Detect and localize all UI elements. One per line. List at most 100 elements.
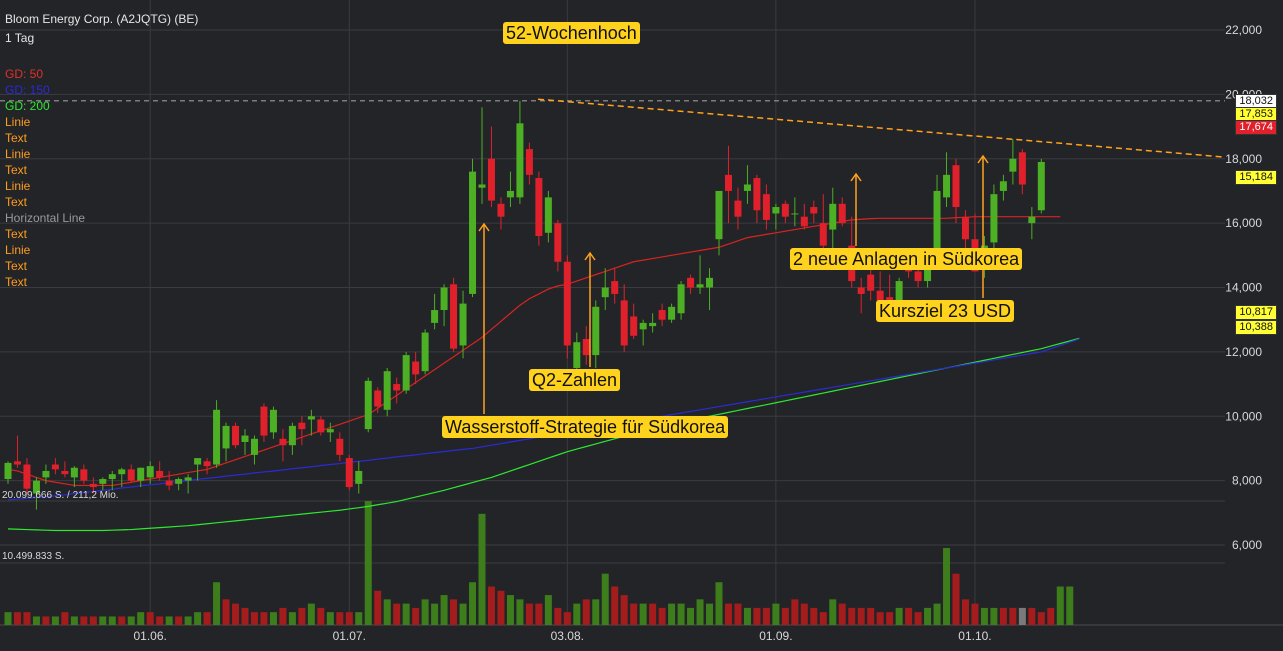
candle-body [51, 464, 59, 470]
sma50-line [7, 216, 1061, 487]
volume-bar [895, 607, 903, 625]
candle-body [544, 197, 552, 233]
volume-bar [402, 603, 410, 625]
candle-body [194, 458, 202, 465]
y-tick-label: 22,000 [1225, 23, 1262, 37]
volume-bar [469, 582, 477, 625]
annotation-two-plants[interactable]: 2 neue Anlagen in Südkorea [790, 248, 1023, 270]
volume-bar [478, 513, 486, 625]
legend-item[interactable]: GD: 200 [5, 99, 50, 113]
volume-bar [32, 616, 40, 625]
candle-body [222, 425, 230, 449]
candle-body [829, 203, 837, 230]
legend-item[interactable]: Linie [5, 115, 31, 129]
legend-item[interactable]: Linie [5, 243, 31, 257]
candle-body [61, 470, 69, 475]
legend-item[interactable]: Linie [5, 147, 31, 161]
legend-item[interactable]: Text [5, 275, 28, 289]
volume-bar [715, 582, 723, 625]
y-tick-label: 6,000 [1232, 538, 1262, 552]
legend-item[interactable]: GD: 150 [5, 83, 50, 97]
candle-body [1028, 216, 1036, 224]
volume-bar [13, 612, 21, 625]
volume-bar [952, 573, 960, 625]
volume-bar [412, 607, 420, 625]
legend-item[interactable]: Text [5, 131, 28, 145]
legend-item[interactable]: Horizontal Line [5, 211, 86, 225]
volume-bar [582, 599, 590, 625]
volume-bar [440, 595, 448, 625]
candle-body [630, 316, 638, 336]
candle-body [374, 390, 382, 407]
arrow-q2-head [584, 251, 596, 261]
volume-bar [1066, 586, 1074, 625]
candle-body [412, 361, 420, 375]
volume-bar [573, 603, 581, 625]
volume-bar [506, 595, 514, 625]
legend-item[interactable]: Text [5, 195, 28, 209]
volume-bar [980, 607, 988, 625]
volume-bar [1056, 586, 1064, 625]
volume-bar [554, 607, 562, 625]
legend-item[interactable]: GD: 50 [5, 67, 44, 81]
candle-body [753, 178, 761, 211]
candle-body [269, 409, 277, 433]
price-tag: 10,817 [1235, 305, 1277, 320]
candle-body [696, 284, 704, 288]
volume-bar [307, 603, 315, 625]
candle-body [943, 174, 951, 198]
annotation-hydrogen-strategy[interactable]: Wasserstoff-Strategie für Südkorea [442, 416, 729, 438]
candle-body [715, 190, 723, 240]
candle-body [781, 203, 789, 217]
legend-item[interactable]: Text [5, 259, 28, 273]
volume-bar [781, 607, 789, 625]
legend-item[interactable]: Text [5, 227, 28, 241]
volume-bar [317, 607, 325, 625]
candle-body [838, 203, 846, 224]
candle-body [469, 171, 477, 294]
candle-body [582, 339, 590, 356]
candle-body [307, 416, 315, 420]
volume-bar [886, 612, 894, 625]
volume-bar [80, 616, 88, 625]
price-tag: 15,184 [1235, 170, 1277, 185]
volume-bar [961, 599, 969, 625]
volume-bar [61, 612, 69, 625]
annotation-q2-results[interactable]: Q2-Zahlen [529, 369, 621, 391]
volume-bar [194, 612, 202, 625]
candle-body [184, 477, 192, 481]
candle-body [23, 464, 31, 489]
candle-body [345, 458, 353, 488]
annotation-52-week-high[interactable]: 52-Wochenhoch [503, 22, 640, 44]
volume-bar [772, 603, 780, 625]
sma200-line [7, 337, 1080, 532]
volume-bar [108, 616, 116, 625]
price-tag: 17,674 [1235, 120, 1277, 135]
candle-body [260, 406, 268, 436]
candle-body [933, 190, 941, 256]
volume-max-label: 20.099.666 S. / 211,2 Mio. [2, 490, 119, 501]
candle-body [800, 216, 808, 227]
annotation-price-target[interactable]: Kursziel 23 USD [876, 300, 1015, 322]
candle-body [241, 435, 249, 442]
candle-body [743, 184, 751, 191]
candle-body [952, 165, 960, 208]
candle-body [487, 158, 495, 201]
volume-bar [431, 603, 439, 625]
volume-bar [810, 607, 818, 625]
candle-body [1009, 158, 1017, 172]
volume-bar [848, 607, 856, 625]
legend-item[interactable]: Text [5, 163, 28, 177]
candle-body [639, 322, 647, 330]
candle-body [450, 284, 458, 349]
volume-bar [838, 603, 846, 625]
volume-bar [677, 603, 685, 625]
candle-body [658, 310, 666, 320]
volume-bar [943, 548, 951, 625]
volume-bar [127, 616, 135, 625]
arrow-two-plants-head [850, 172, 862, 182]
candle-body [288, 425, 296, 446]
legend-item[interactable]: Linie [5, 179, 31, 193]
